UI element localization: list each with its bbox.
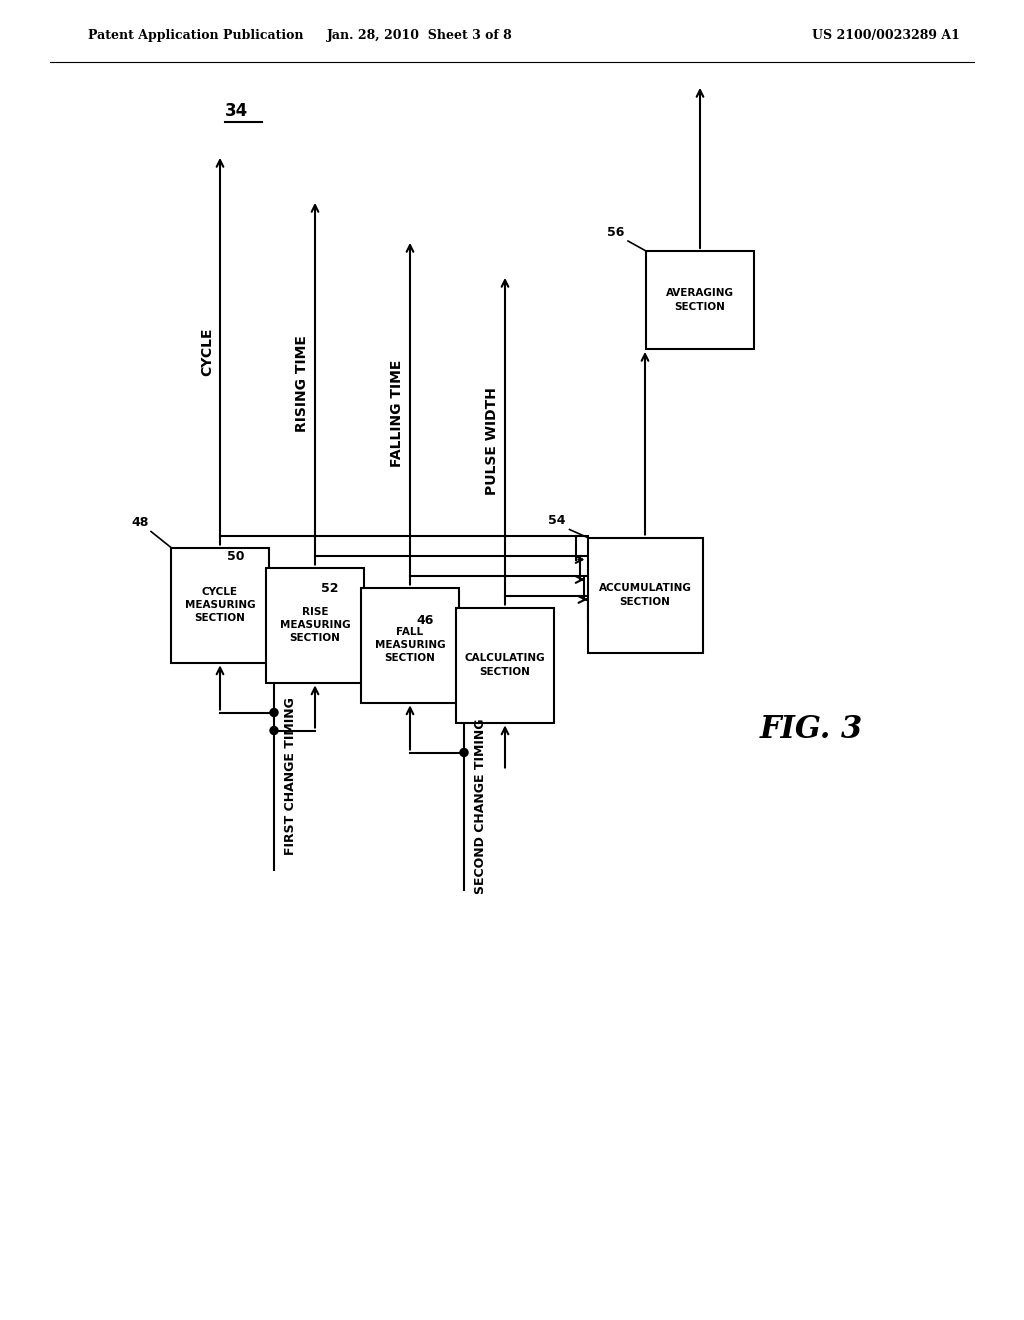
Text: 56: 56 — [606, 226, 624, 239]
Text: 54: 54 — [548, 515, 565, 528]
Circle shape — [270, 726, 278, 734]
Text: FALL
MEASURING
SECTION: FALL MEASURING SECTION — [375, 627, 445, 663]
Bar — [361, 587, 459, 702]
Text: CALCULATING
SECTION: CALCULATING SECTION — [465, 653, 546, 677]
Text: Patent Application Publication: Patent Application Publication — [88, 29, 303, 41]
Circle shape — [270, 709, 278, 717]
Bar — [266, 568, 364, 682]
Bar — [456, 607, 554, 722]
Text: 50: 50 — [226, 549, 244, 562]
Text: SECOND CHANGE TIMING: SECOND CHANGE TIMING — [474, 718, 487, 894]
Bar — [588, 537, 702, 652]
Text: ACCUMULATING
SECTION: ACCUMULATING SECTION — [599, 583, 691, 607]
Text: 48: 48 — [132, 516, 150, 529]
Bar — [646, 251, 754, 348]
Text: 46: 46 — [417, 615, 434, 627]
Text: FIG. 3: FIG. 3 — [760, 714, 863, 746]
Text: CYCLE: CYCLE — [200, 327, 214, 375]
Text: PULSE WIDTH: PULSE WIDTH — [485, 387, 499, 495]
Text: RISE
MEASURING
SECTION: RISE MEASURING SECTION — [280, 607, 350, 643]
Text: FALLING TIME: FALLING TIME — [390, 360, 404, 467]
Text: FIRST CHANGE TIMING: FIRST CHANGE TIMING — [284, 697, 297, 855]
Text: Jan. 28, 2010  Sheet 3 of 8: Jan. 28, 2010 Sheet 3 of 8 — [327, 29, 513, 41]
Circle shape — [460, 748, 468, 756]
Text: AVERAGING
SECTION: AVERAGING SECTION — [666, 288, 734, 312]
Text: CYCLE
MEASURING
SECTION: CYCLE MEASURING SECTION — [184, 587, 255, 623]
Bar — [171, 548, 269, 663]
Text: US 2100/0023289 A1: US 2100/0023289 A1 — [812, 29, 961, 41]
Text: RISING TIME: RISING TIME — [295, 335, 309, 432]
Text: 34: 34 — [225, 102, 248, 120]
Text: 52: 52 — [322, 582, 339, 595]
